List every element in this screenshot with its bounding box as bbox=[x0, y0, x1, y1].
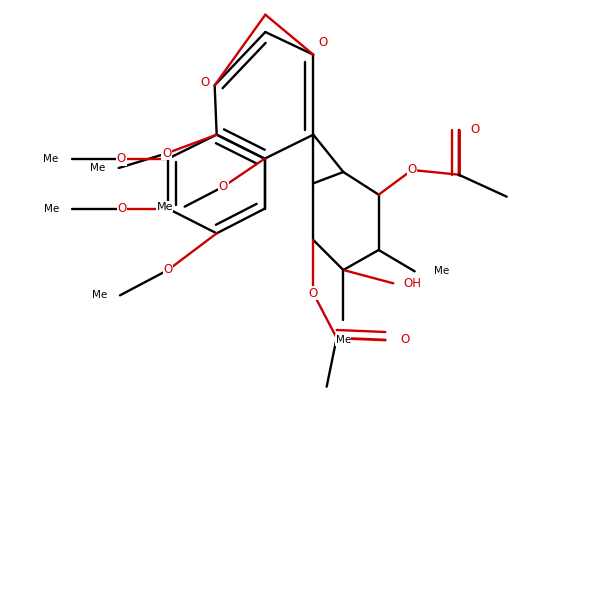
Text: Me: Me bbox=[336, 335, 351, 345]
Text: O: O bbox=[309, 287, 318, 300]
Text: Me: Me bbox=[92, 290, 107, 301]
Text: Me: Me bbox=[44, 203, 59, 214]
Text: O: O bbox=[118, 202, 127, 215]
Text: O: O bbox=[401, 334, 410, 346]
Text: Me: Me bbox=[157, 202, 173, 212]
Text: Me: Me bbox=[43, 154, 58, 164]
Text: O: O bbox=[163, 263, 173, 277]
Text: OH: OH bbox=[403, 277, 421, 290]
Text: O: O bbox=[407, 163, 416, 176]
Text: O: O bbox=[200, 76, 209, 88]
Text: O: O bbox=[471, 124, 480, 136]
Text: O: O bbox=[319, 36, 328, 49]
Text: O: O bbox=[219, 180, 228, 193]
Text: O: O bbox=[117, 152, 126, 165]
Text: Me: Me bbox=[434, 266, 449, 277]
Text: O: O bbox=[162, 147, 171, 160]
Text: Me: Me bbox=[90, 163, 105, 173]
